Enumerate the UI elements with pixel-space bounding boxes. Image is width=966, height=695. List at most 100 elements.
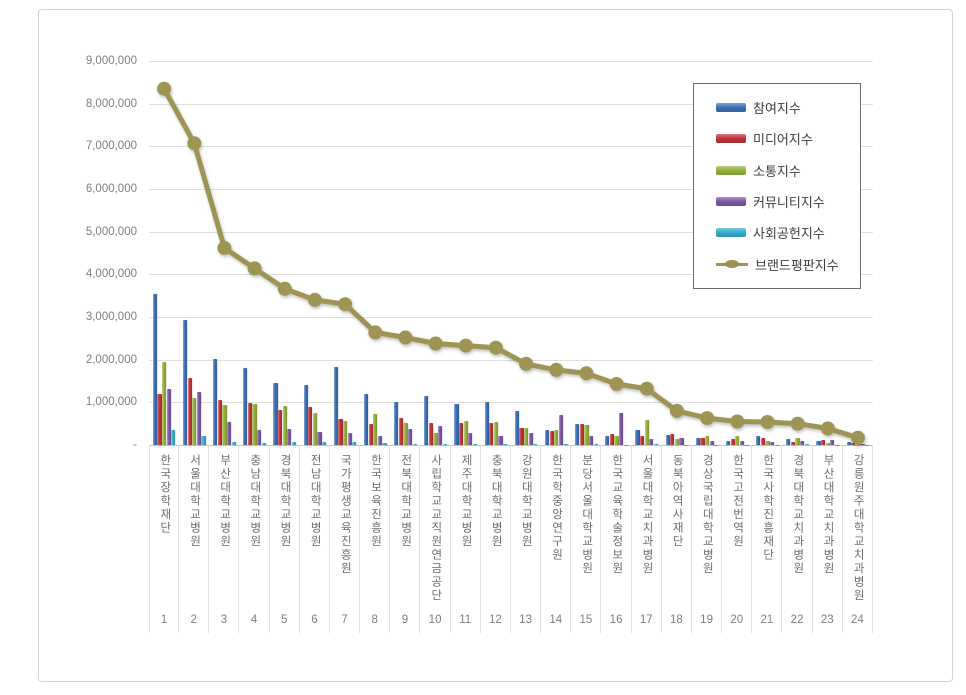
bar-소통지수-rank8 [373, 414, 378, 445]
category-cell: 전남대학교병원 6 [300, 445, 330, 633]
bar-참여지수-rank3 [213, 358, 218, 445]
y-axis-tick-label: 6,000,000 [85, 183, 137, 195]
y-axis-tick-label: 2,000,000 [85, 353, 137, 366]
category-label: 한국고전번역원 [731, 454, 744, 549]
legend-item-소통지수: 소통지수 [716, 161, 856, 180]
brand-index-line [157, 81, 865, 445]
category-label: 한국교육학술정보원 [610, 454, 623, 576]
category-label: 전북대학교병원 [399, 454, 412, 549]
bar-참여지수-rank16 [605, 436, 610, 445]
bar-사회공헌지수-rank10 [442, 444, 447, 445]
bar-커뮤니티지수-rank1 [166, 388, 171, 445]
y-axis-tick-label: 3,000,000 [85, 311, 137, 323]
bar-사회공헌지수-rank15 [593, 444, 598, 445]
bar-소통지수-rank5 [282, 405, 287, 445]
bar-커뮤니티지수-rank22 [800, 440, 805, 445]
category-label: 부산대학교치과병원 [821, 454, 834, 576]
bar-커뮤니티지수-rank10 [438, 426, 443, 445]
bar-미디어지수-rank14 [549, 430, 554, 445]
line-marker-rank18 [669, 403, 684, 418]
bar-사회공헌지수-rank13 [533, 444, 538, 445]
rank-label: 11 [459, 614, 472, 626]
rank-label: 5 [281, 614, 288, 626]
rank-label: 9 [401, 614, 409, 626]
rank-label: 23 [820, 614, 834, 626]
bar-참여지수-rank17 [635, 430, 640, 445]
legend-swatch-icon [716, 103, 746, 113]
bar-미디어지수-rank1 [157, 393, 162, 445]
category-cell: 경북대학교치과병원 22 [783, 445, 813, 633]
category-cell: 부산대학교병원 3 [209, 445, 240, 633]
bar-사회공헌지수-rank7 [352, 442, 357, 445]
category-label: 국가평생교육진흥원 [339, 454, 352, 576]
bar-커뮤니티지수-rank16 [619, 413, 624, 445]
bar-커뮤니티지수-rank17 [649, 438, 654, 445]
category-label: 동북아역사재단 [671, 454, 684, 549]
y-axis-tick-label: 7,000,000 [85, 140, 137, 153]
category-cell: 충남대학교병원 4 [240, 445, 270, 633]
bar-미디어지수-rank3 [217, 399, 222, 445]
bar-커뮤니티지수-rank9 [407, 428, 413, 445]
legend-swatch-icon [716, 228, 746, 238]
rank-label: 20 [730, 614, 744, 626]
bar-사회공헌지수-rank2 [201, 435, 206, 445]
bar-미디어지수-rank18 [670, 433, 675, 445]
y-axis-tick-label: 4,000,000 [85, 268, 137, 281]
line-marker-rank21 [760, 415, 775, 429]
rank-label: 3 [220, 614, 228, 626]
gridline [149, 317, 873, 318]
bar-미디어지수-rank6 [308, 407, 313, 445]
bar-참여지수-rank9 [394, 402, 399, 445]
bar-미디어지수-rank17 [640, 435, 645, 445]
bar-참여지수-rank24 [846, 442, 851, 445]
bar-소통지수-rank16 [614, 435, 619, 445]
bar-참여지수-rank5 [273, 382, 278, 445]
y-axis: - 1,000,000 2,000,000 3,000,000 4,000,000 5,0… [39, 55, 143, 451]
bar-미디어지수-rank4 [247, 403, 253, 445]
legend-dot-icon [725, 260, 739, 269]
rank-label: 16 [609, 614, 623, 626]
line-marker-rank12 [488, 340, 503, 355]
bar-소통지수-rank11 [463, 421, 468, 445]
line-marker-rank6 [307, 292, 322, 307]
bar-참여지수-rank1 [152, 293, 157, 445]
bar-참여지수-rank10 [424, 395, 429, 445]
legend-label: 참여지수 [753, 101, 801, 117]
category-label: 분당서울대학교병원 [580, 454, 593, 576]
category-label: 강릉원주대학교치과병원 [852, 454, 865, 603]
category-cell: 한국고전번역원 20 [722, 445, 753, 633]
category-cell: 서울대학교치과병원 17 [632, 445, 662, 633]
bar-미디어지수-rank19 [700, 437, 705, 445]
legend-label: 미디어지수 [753, 132, 813, 148]
bar-사회공헌지수-rank5 [291, 441, 297, 445]
category-label: 서울대학교병원 [188, 454, 201, 549]
rank-label: 6 [311, 614, 318, 626]
legend-label: 브랜드평판지수 [755, 257, 839, 273]
legend-label: 커뮤니티지수 [753, 195, 825, 211]
category-cell: 서울대학교병원 2 [179, 445, 210, 633]
gridline [149, 231, 873, 233]
bar-참여지수-rank22 [786, 439, 791, 445]
legend: 참여지수 미디어지수 소통지수 커뮤니티지수 사회공헌지수 브랜드평판지수 [693, 83, 861, 289]
bar-커뮤니티지수-rank13 [528, 432, 533, 445]
bar-소통지수-rank3 [222, 404, 227, 445]
bar-참여지수-rank19 [695, 438, 700, 445]
category-cell: 충북대학교병원 12 [481, 445, 511, 633]
category-label: 전남대학교병원 [309, 454, 322, 549]
bar-소통지수-rank17 [644, 420, 649, 445]
y-axis-tick-label: 9,000,000 [85, 55, 137, 67]
line-marker-rank8 [368, 325, 383, 340]
bar-사회공헌지수-rank11 [472, 444, 478, 445]
y-axis-tick-label: 5,000,000 [85, 225, 137, 238]
category-cell: 국가평생교육진흥원 7 [330, 445, 361, 633]
bar-소통지수-rank14 [554, 430, 559, 445]
category-label: 경북대학교치과병원 [791, 454, 804, 576]
bar-커뮤니티지수-rank20 [739, 440, 744, 445]
rank-label: 13 [519, 614, 532, 626]
bar-미디어지수-rank12 [489, 422, 494, 445]
legend-item-브랜드평판지수: 브랜드평판지수 [716, 255, 856, 274]
category-label: 강원대학교병원 [520, 454, 533, 549]
category-cell: 사립학교교직원연금공단 10 [421, 445, 451, 633]
category-label: 서울대학교치과병원 [640, 454, 653, 576]
line-marker-rank10 [428, 336, 443, 351]
